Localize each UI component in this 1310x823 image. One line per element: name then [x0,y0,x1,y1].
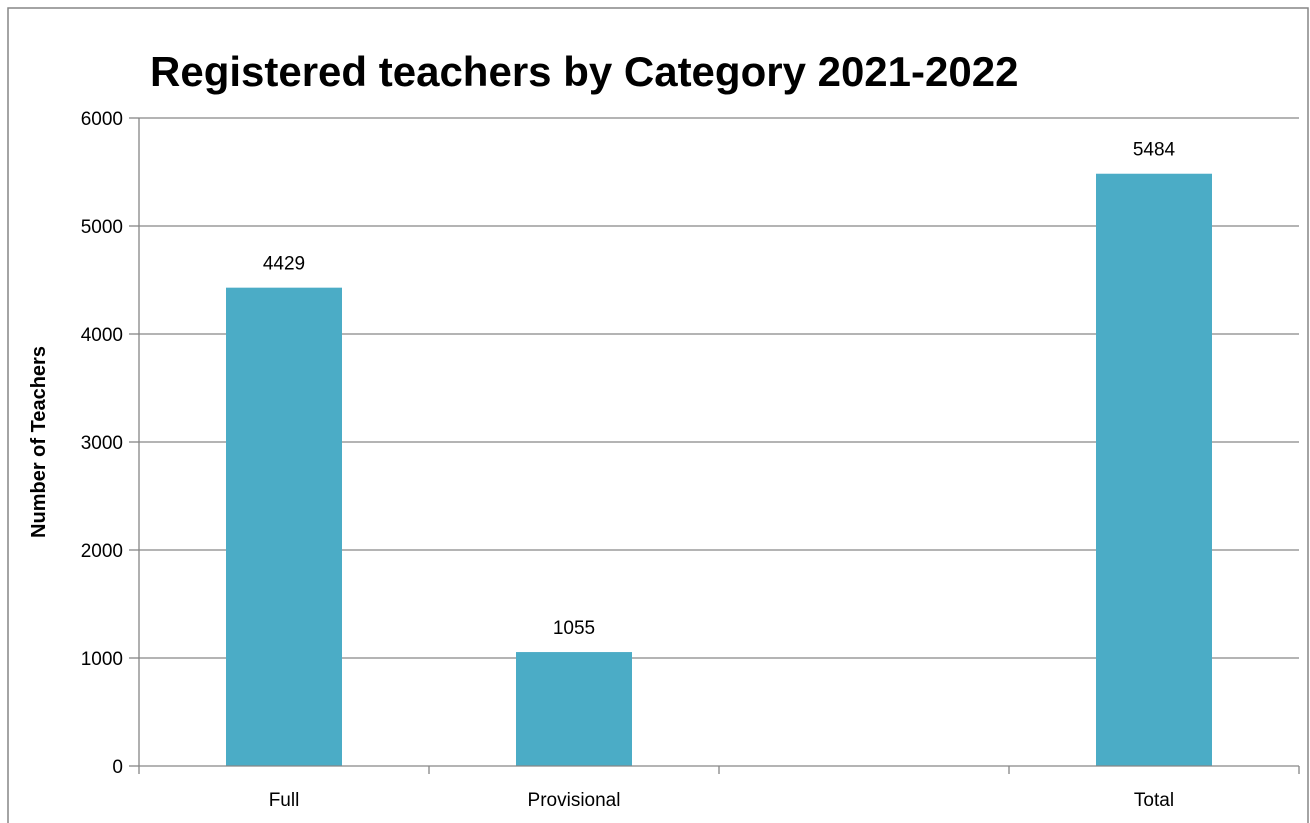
y-tick-label: 0 [112,757,123,778]
x-tick-labels: Full Provisional Total [269,790,1174,811]
bar [516,652,632,766]
data-label: 5484 [1133,140,1176,161]
x-tick-label: Total [1134,790,1174,811]
y-tick-label: 2000 [81,541,123,562]
y-axis-label: Number of Teachers [28,346,50,538]
data-label: 1055 [553,618,595,639]
axes [129,117,1300,774]
y-tick-label: 5000 [81,217,123,238]
y-tick-label: 6000 [81,109,123,130]
chart-title: Registered teachers by Category 2021-202… [150,48,1018,95]
y-tick-label: 1000 [81,649,123,670]
y-tick-label: 3000 [81,433,123,454]
bar [1096,173,1212,766]
data-label: 4429 [263,254,305,275]
x-tick-label: Provisional [528,790,621,811]
x-tick-label: Full [269,790,300,811]
data-labels: 4429 1055 5484 [263,140,1176,639]
chart-border [7,7,1309,823]
bar [226,287,342,766]
bars [226,173,1212,766]
y-tick-labels: 0 1000 2000 3000 4000 5000 6000 [81,109,123,778]
y-tick-label: 4000 [81,325,123,346]
